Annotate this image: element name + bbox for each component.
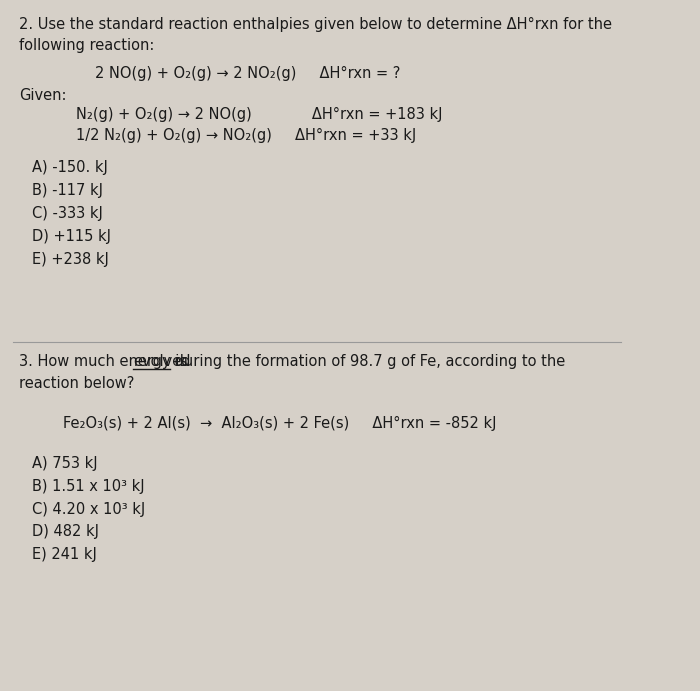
Text: C) 4.20 x 10³ kJ: C) 4.20 x 10³ kJ (32, 502, 145, 517)
Text: D) +115 kJ: D) +115 kJ (32, 229, 111, 244)
Text: B) 1.51 x 10³ kJ: B) 1.51 x 10³ kJ (32, 479, 144, 494)
Text: 1/2 N₂(g) + O₂(g) → NO₂(g)     ΔH°rxn = +33 kJ: 1/2 N₂(g) + O₂(g) → NO₂(g) ΔH°rxn = +33 … (76, 128, 416, 143)
Text: 2 NO(g) + O₂(g) → 2 NO₂(g)     ΔH°rxn = ?: 2 NO(g) + O₂(g) → 2 NO₂(g) ΔH°rxn = ? (95, 66, 400, 81)
Text: A) 753 kJ: A) 753 kJ (32, 456, 97, 471)
Text: during the formation of 98.7 g of Fe, according to the: during the formation of 98.7 g of Fe, ac… (169, 354, 565, 369)
Text: following reaction:: following reaction: (19, 38, 155, 53)
Text: B) -117 kJ: B) -117 kJ (32, 183, 103, 198)
Text: C) -333 kJ: C) -333 kJ (32, 206, 102, 221)
Text: E) 241 kJ: E) 241 kJ (32, 547, 97, 562)
Text: A) -150. kJ: A) -150. kJ (32, 160, 108, 176)
Text: 2. Use the standard reaction enthalpies given below to determine ΔH°rxn for the: 2. Use the standard reaction enthalpies … (19, 17, 612, 32)
Text: Given:: Given: (19, 88, 66, 104)
Text: E) +238 kJ: E) +238 kJ (32, 252, 108, 267)
Text: D) 482 kJ: D) 482 kJ (32, 524, 99, 540)
Text: N₂(g) + O₂(g) → 2 NO(g)             ΔH°rxn = +183 kJ: N₂(g) + O₂(g) → 2 NO(g) ΔH°rxn = +183 kJ (76, 107, 442, 122)
Text: Fe₂O₃(s) + 2 Al(s)  →  Al₂O₃(s) + 2 Fe(s)     ΔH°rxn = -852 kJ: Fe₂O₃(s) + 2 Al(s) → Al₂O₃(s) + 2 Fe(s) … (63, 416, 497, 431)
Text: 3. How much energy is: 3. How much energy is (19, 354, 192, 369)
Text: reaction below?: reaction below? (19, 376, 134, 391)
Text: evolved: evolved (133, 354, 190, 369)
